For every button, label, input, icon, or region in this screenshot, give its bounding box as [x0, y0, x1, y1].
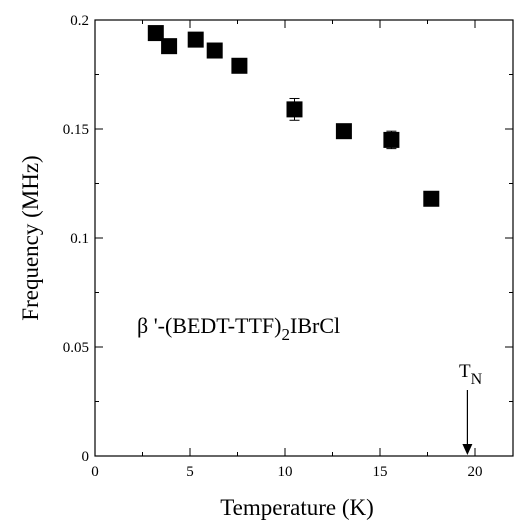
x-axis-title: Temperature (K): [220, 495, 374, 520]
x-tick-label: 20: [468, 464, 483, 480]
data-points: [147, 25, 440, 207]
y-tick-label: 0.2: [70, 13, 89, 29]
y-tick-label: 0.05: [63, 340, 89, 356]
transition-label-main: T: [459, 361, 471, 382]
data-point: [423, 190, 440, 207]
x-tick-label: 15: [373, 464, 388, 480]
x-tick-label: 10: [278, 464, 293, 480]
y-tick-label: 0: [82, 449, 90, 465]
data-point: [286, 101, 303, 118]
x-axis-ticks: 0 5 10 15 20: [91, 20, 483, 480]
data-point: [147, 25, 164, 42]
data-point: [161, 38, 178, 55]
compound-tail: IBrCl: [290, 313, 340, 338]
transition-arrow: [462, 390, 473, 455]
plot-frame: [94, 19, 514, 457]
y-tick-label: 0.15: [63, 122, 89, 138]
compound-main: β '-(BEDT-TTF): [137, 313, 282, 338]
data-point: [335, 123, 352, 140]
data-point: [206, 42, 223, 59]
compound-annotation: β '-(BEDT-TTF)2IBrCl: [137, 313, 340, 344]
transition-label: TN: [459, 361, 483, 388]
x-tick-label: 5: [186, 464, 194, 480]
compound-subscript: 2: [282, 325, 291, 344]
data-point: [231, 57, 248, 74]
plot-area-border: [94, 19, 514, 457]
transition-arrow-head: [462, 444, 473, 455]
data-point: [187, 31, 204, 48]
y-tick-label: 0.1: [70, 231, 89, 247]
data-point: [383, 131, 400, 148]
transition-label-subscript: N: [471, 371, 483, 388]
y-axis-title: Frequency (MHz): [18, 155, 43, 320]
x-tick-label: 0: [91, 464, 99, 480]
y-axis-ticks: 0 0.05 0.1 0.15 0.2: [63, 13, 513, 465]
